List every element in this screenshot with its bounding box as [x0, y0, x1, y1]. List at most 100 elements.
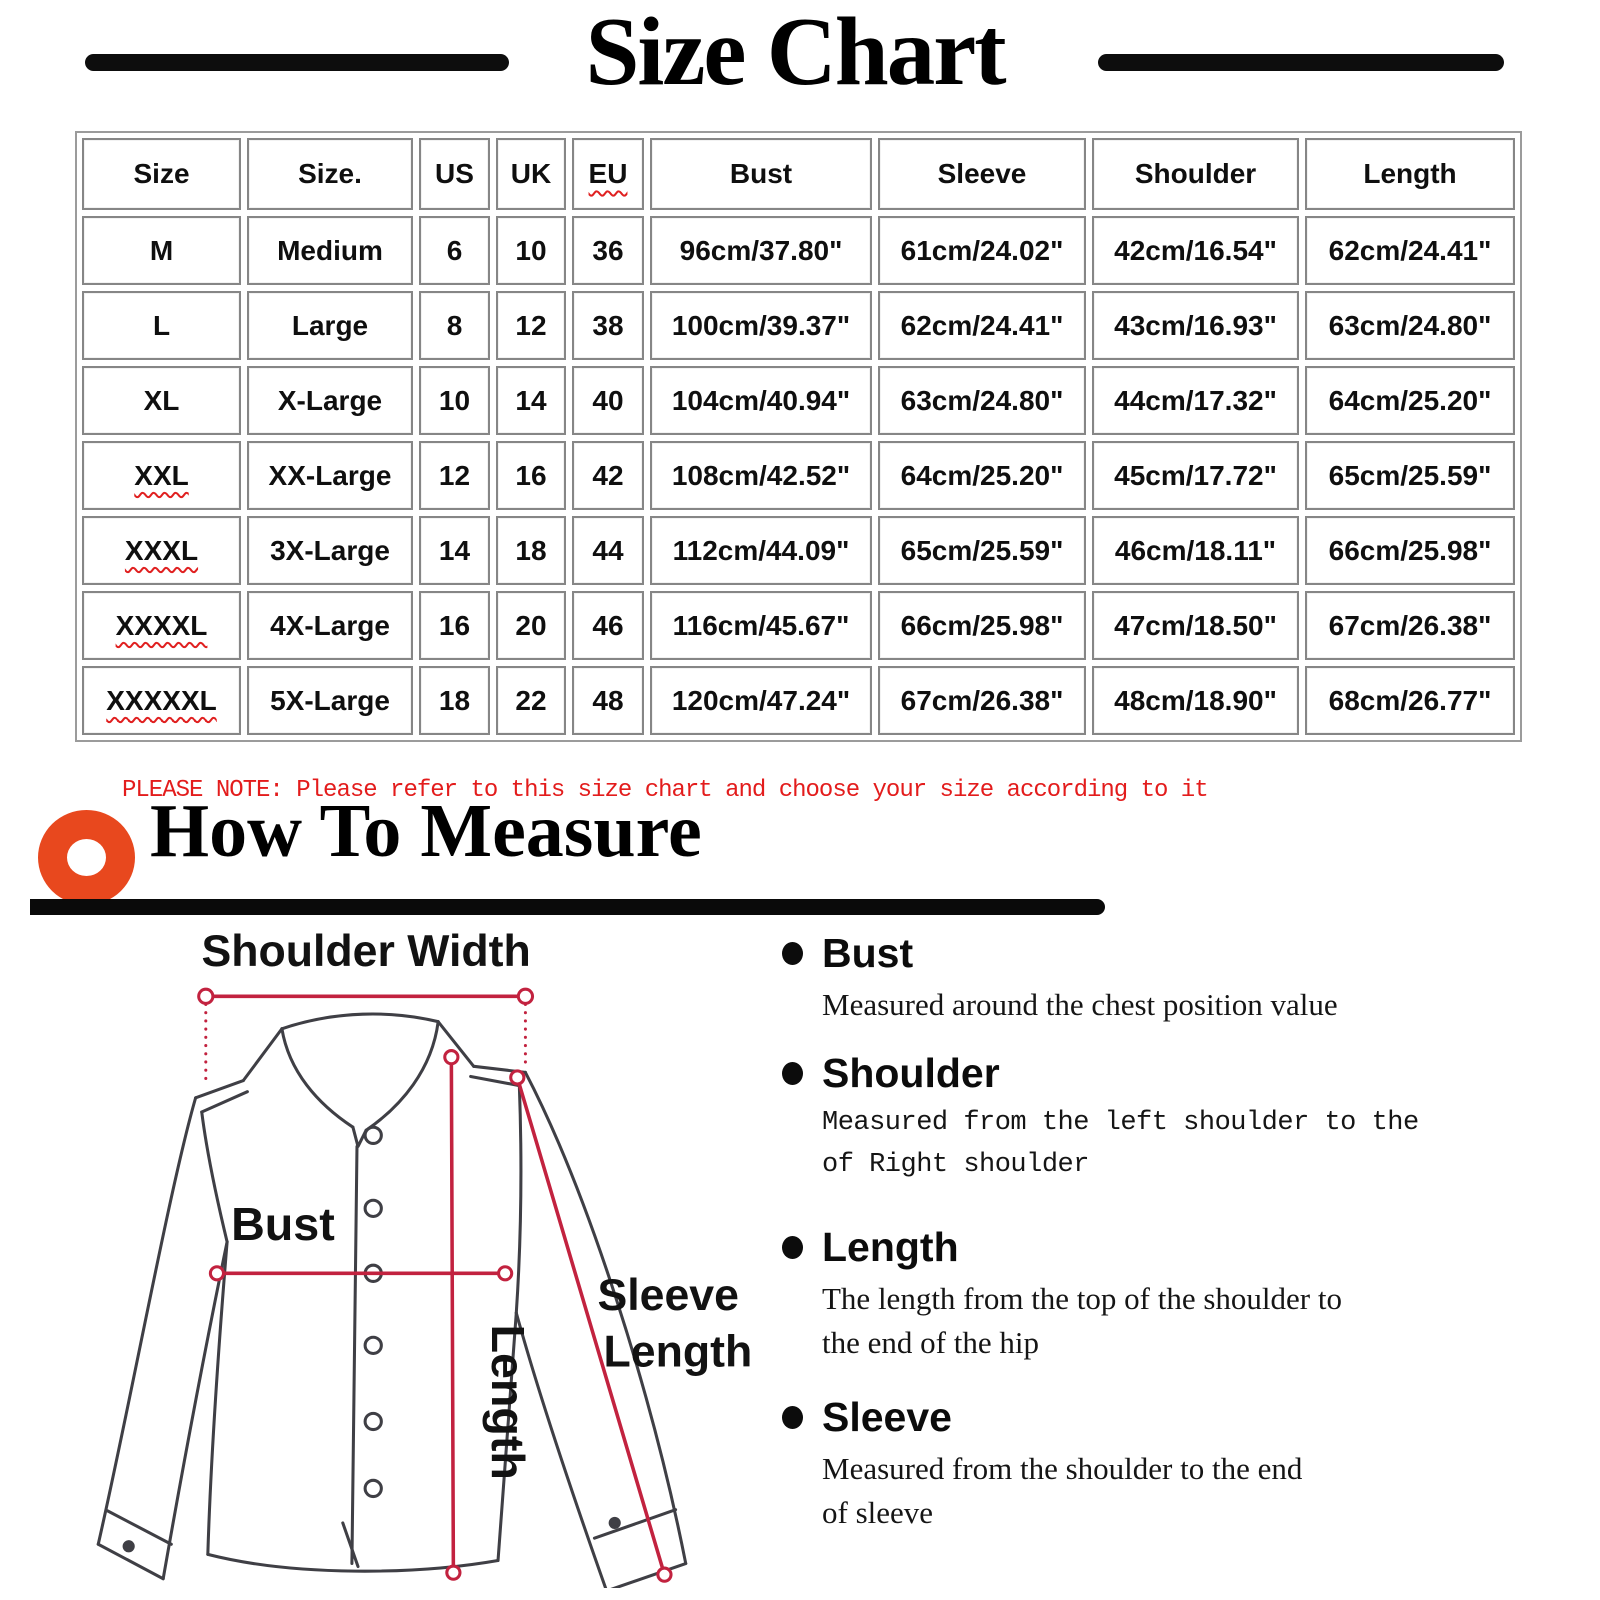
table-cell: 96cm/37.80" [650, 216, 872, 285]
table-cell: 3X-Large [247, 516, 413, 585]
table-cell-value: 12 [515, 309, 547, 341]
table-cell-value: 42 [592, 459, 624, 491]
table-header-label: Length [1363, 158, 1457, 189]
table-cell: 64cm/25.20" [1305, 366, 1515, 435]
shirt-outline [96, 1012, 688, 1588]
size-table: Size Size. US UK EU Bust Sleeve Shoulder Length M… [75, 131, 1522, 742]
table-cell: 6 [419, 216, 490, 285]
size-label-cell: XXL [82, 441, 241, 510]
table-cell-value: 4X-Large [270, 609, 390, 641]
table-cell-value: 108cm/42.52" [671, 459, 851, 491]
table-cell: 100cm/39.37" [650, 291, 872, 360]
list-item-header: Bust [782, 930, 1338, 977]
bullet-icon [782, 942, 803, 965]
table-cell: 62cm/24.41" [878, 291, 1086, 360]
table-cell: 68cm/26.77" [1305, 666, 1515, 735]
table-cell: 40 [572, 366, 644, 435]
table-cell: 65cm/25.59" [878, 516, 1086, 585]
table-cell-value: 65cm/25.59" [900, 534, 1064, 566]
table-header-label: Bust [729, 158, 793, 189]
list-item-shoulder: Shoulder Measured from the left shoulder … [782, 1050, 1419, 1187]
table-header-label: EU [588, 158, 628, 189]
table-cell-value: 43cm/16.93" [1114, 309, 1277, 341]
table-header-cell: Shoulder [1092, 138, 1299, 210]
table-cell: 47cm/18.50" [1092, 591, 1299, 660]
table-cell: 64cm/25.20" [878, 441, 1086, 510]
table-cell: 46cm/18.11" [1092, 516, 1299, 585]
table-cell-value: 10 [515, 234, 547, 266]
table-cell-value: Large [291, 309, 369, 341]
table-cell-value: 66cm/25.98" [900, 609, 1064, 641]
bullet-icon [782, 1406, 803, 1429]
table-cell-value: XX-Large [268, 459, 392, 491]
title-left-rule [85, 54, 509, 71]
table-cell: 63cm/24.80" [878, 366, 1086, 435]
table-cell-value: 46 [592, 609, 624, 641]
sleeve-length-label-line1: Sleeve [597, 1271, 738, 1320]
table-cell: 44cm/17.32" [1092, 366, 1299, 435]
measure-term: Bust [822, 930, 914, 976]
table-cell: 108cm/42.52" [650, 441, 872, 510]
table-cell-value: 45cm/17.72" [1114, 459, 1277, 491]
table-cell-value: 14 [515, 384, 547, 416]
table-cell: 48cm/18.90" [1092, 666, 1299, 735]
table-cell-value: XXL [134, 459, 189, 491]
bust-label: Bust [231, 1198, 335, 1250]
table-cell-value: 62cm/24.41" [1328, 234, 1492, 266]
bullet-icon [782, 1236, 803, 1259]
table-cell-value: 112cm/44.09" [672, 534, 850, 566]
list-item-sleeve: Sleeve Measured from the shoulder to the … [782, 1394, 1302, 1535]
table-header-label: Size [133, 158, 190, 189]
table-cell-value: 10 [438, 384, 471, 416]
table-cell-value: 63cm/24.80" [1328, 309, 1492, 341]
table-cell: 8 [419, 291, 490, 360]
table-cell-value: 12 [438, 459, 471, 491]
table-cell: Large [247, 291, 413, 360]
measure-term: Shoulder [822, 1050, 1000, 1096]
bullet-icon [782, 1062, 803, 1085]
table-cell-value: XXXXL [115, 609, 208, 641]
table-cell: 10 [496, 216, 566, 285]
table-cell: 4X-Large [247, 591, 413, 660]
size-label-cell: M [82, 216, 241, 285]
size-label-cell: L [82, 291, 241, 360]
table-cell-value: L [152, 309, 171, 341]
table-cell-value: 48 [592, 684, 624, 716]
table-header-label: Shoulder [1134, 158, 1257, 189]
shirt-measure-diagram: Shoulder Width Bust Length Sleeve Length [96, 927, 752, 1588]
table-cell-value: 20 [515, 609, 547, 641]
table-cell: 61cm/24.02" [878, 216, 1086, 285]
table-cell: X-Large [247, 366, 413, 435]
table-cell: XX-Large [247, 441, 413, 510]
table-cell-value: 64cm/25.20" [1328, 384, 1492, 416]
table-cell: 66cm/25.98" [878, 591, 1086, 660]
list-item-bust: Bust Measured around the chest position v… [782, 930, 1338, 1027]
table-header-cell: Bust [650, 138, 872, 210]
size-label-cell: XXXL [82, 516, 241, 585]
table-cell-value: 42cm/16.54" [1114, 234, 1277, 266]
table-cell-value: 3X-Large [270, 534, 390, 566]
table-cell: 45cm/17.72" [1092, 441, 1299, 510]
table-cell-value: XXXL [124, 534, 199, 566]
table-header-label: Sleeve [937, 158, 1027, 189]
size-label-cell: XL [82, 366, 241, 435]
table-cell: 67cm/26.38" [1305, 591, 1515, 660]
table-cell: 44 [572, 516, 644, 585]
table-header-cell: Size [82, 138, 241, 210]
table-cell: 120cm/47.24" [650, 666, 872, 735]
table-cell-value: 14 [438, 534, 471, 566]
table-cell-value: 62cm/24.41" [900, 309, 1064, 341]
table-cell: 18 [496, 516, 566, 585]
table-cell-value: 116cm/45.67" [672, 609, 850, 641]
length-label: Length [482, 1324, 534, 1479]
table-cell: 20 [496, 591, 566, 660]
table-cell-value: 66cm/25.98" [1328, 534, 1492, 566]
table-cell-value: 96cm/37.80" [679, 234, 843, 266]
table-cell-value: 67cm/26.38" [1328, 609, 1492, 641]
table-header-cell: Sleeve [878, 138, 1086, 210]
measure-term: Length [822, 1224, 959, 1270]
table-cell: 36 [572, 216, 644, 285]
table-cell-value: 100cm/39.37" [671, 309, 851, 341]
table-cell-value: 65cm/25.59" [1328, 459, 1492, 491]
table-header-cell: UK [496, 138, 566, 210]
